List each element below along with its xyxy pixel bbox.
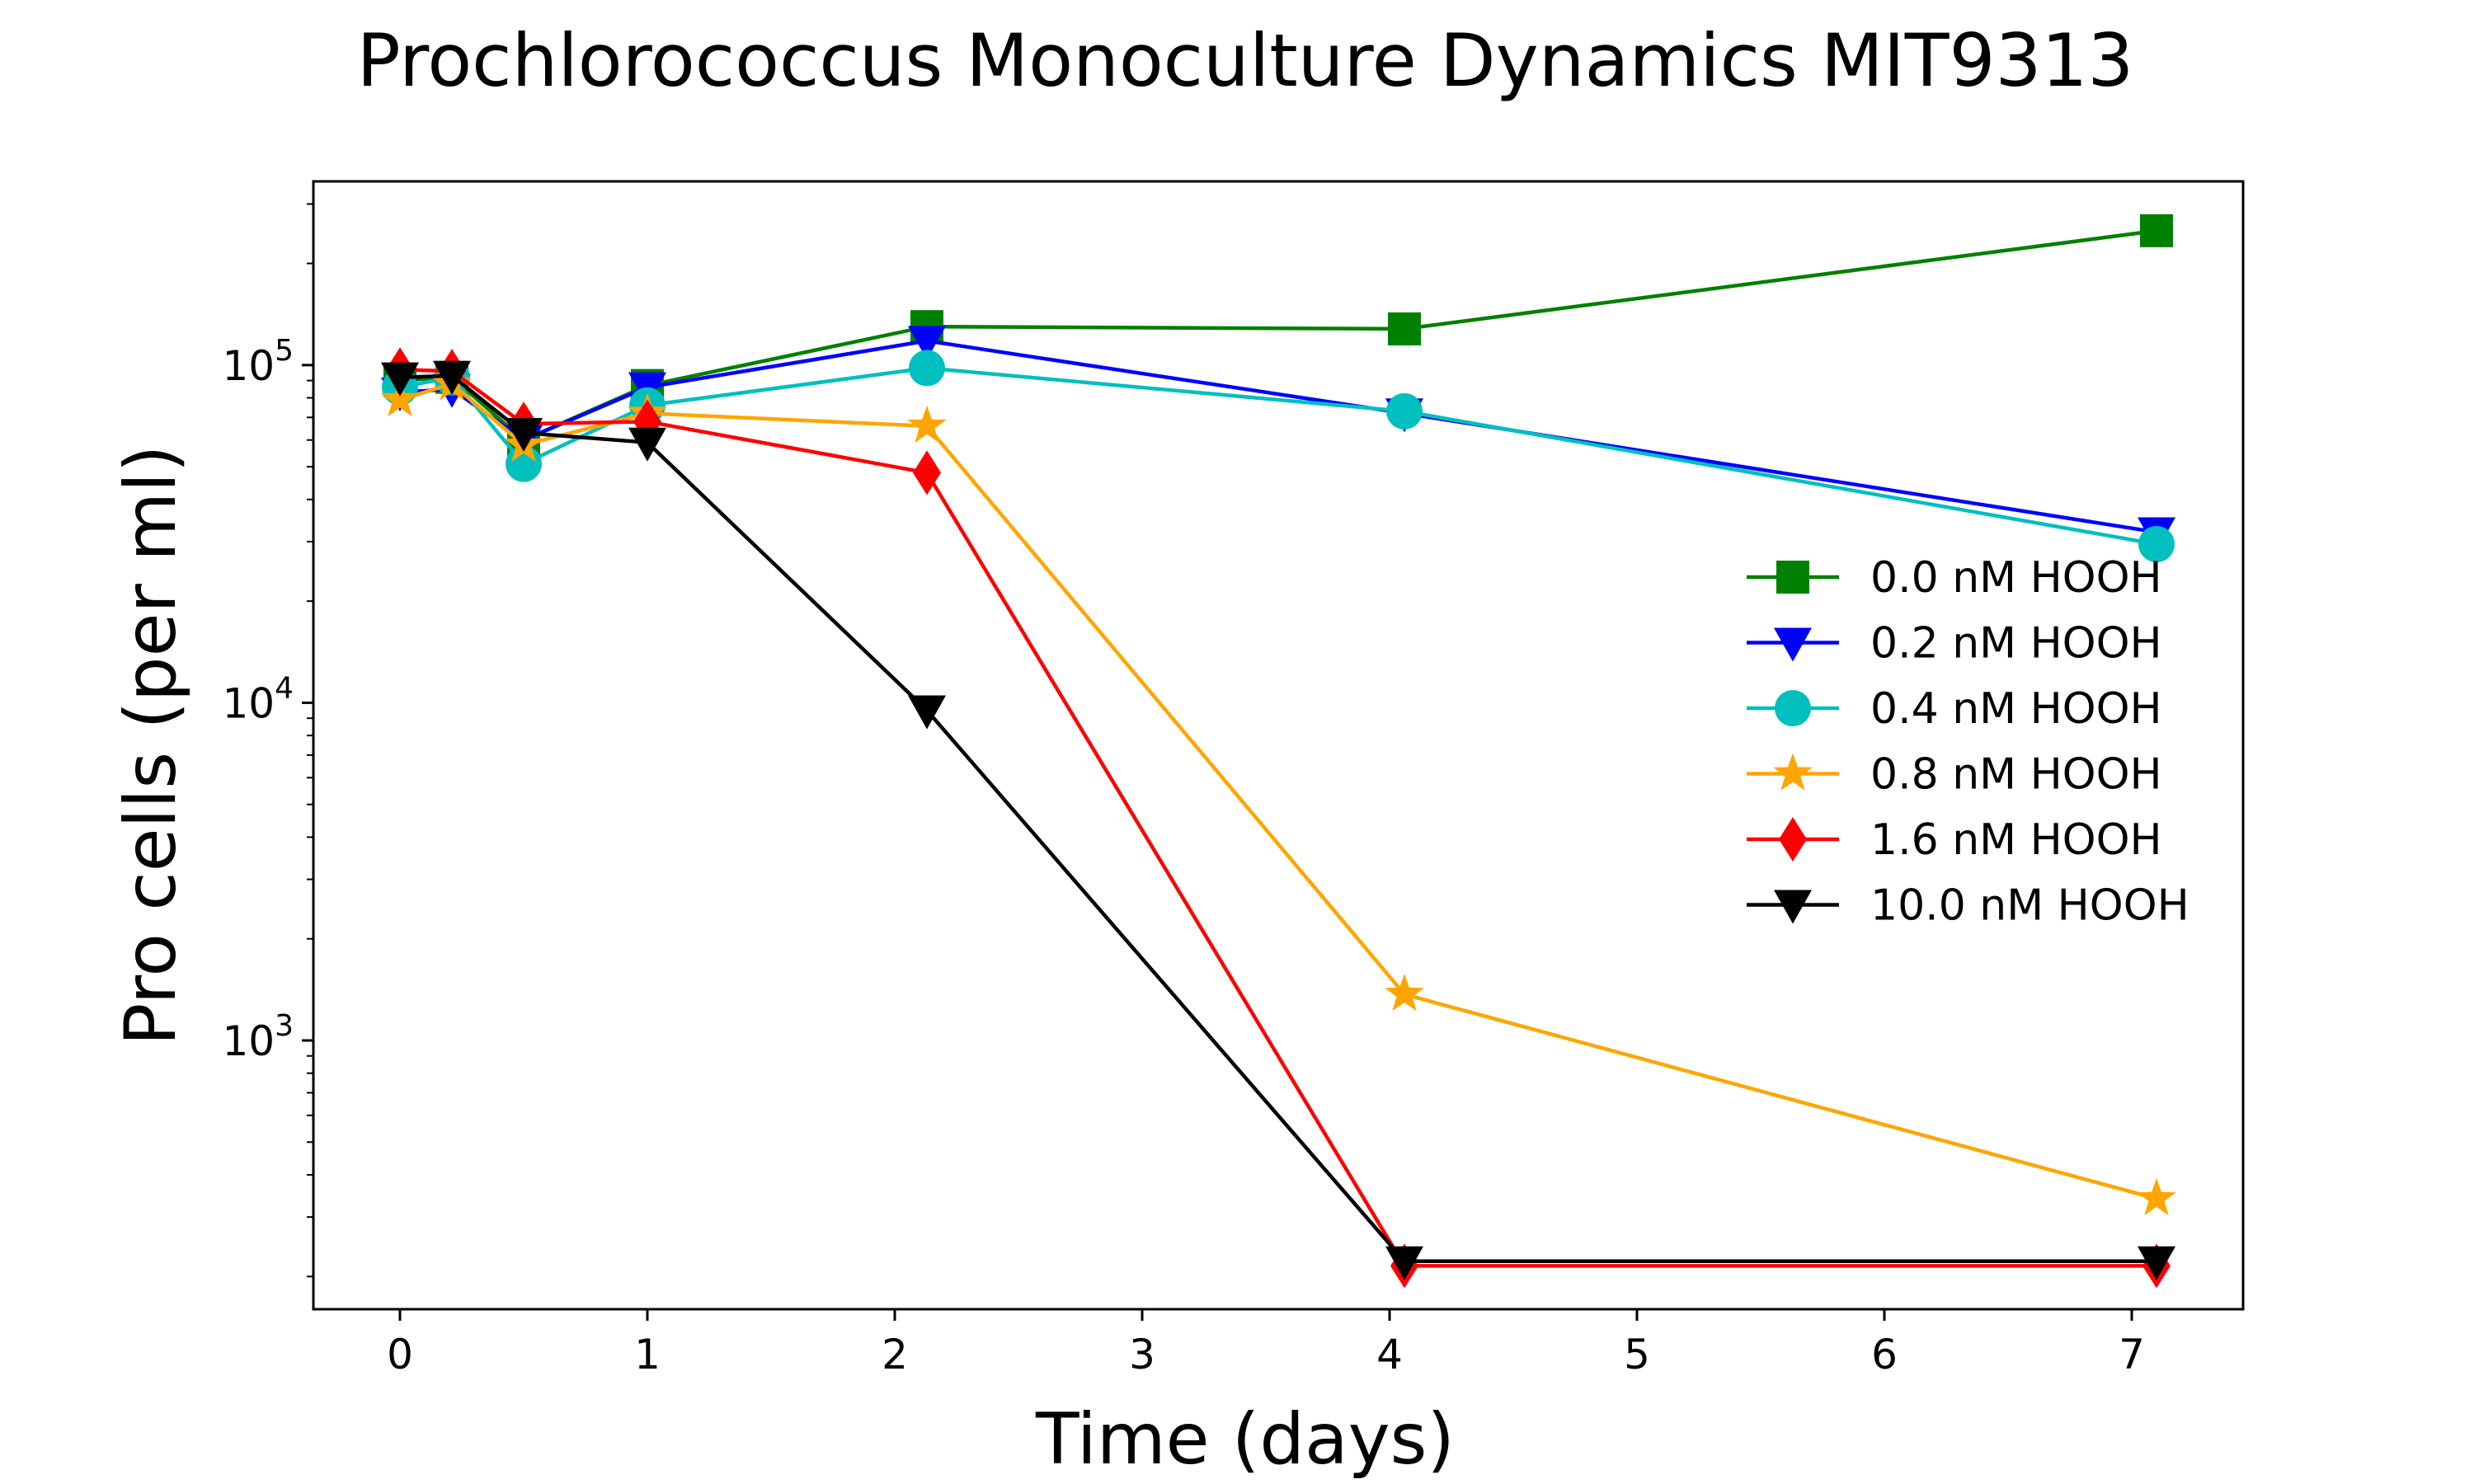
- data-point: [2138, 525, 2175, 562]
- data-point: [1386, 392, 1423, 430]
- legend-marker: [1775, 690, 1811, 726]
- data-point: [908, 326, 946, 360]
- legend-label: 0.2 nM HOOH: [1870, 619, 2162, 669]
- y-axis: 103 104 105: [222, 203, 313, 1278]
- chart-title: Prochlorococcus Monoculture Dynamics MIT…: [357, 18, 2134, 103]
- plot-area: [380, 214, 2176, 1289]
- legend-label: 0.0 nM HOOH: [1870, 553, 2162, 603]
- data-point: [2137, 1177, 2176, 1216]
- legend-item: 0.4 nM HOOH: [1747, 684, 2162, 734]
- x-tick-label: 4: [1376, 1331, 1403, 1378]
- legend-marker: [1773, 753, 1813, 791]
- x-tick-label: 6: [1871, 1331, 1898, 1378]
- x-tick-label: 5: [1624, 1331, 1650, 1378]
- data-point: [909, 350, 945, 387]
- legend-marker: [1774, 627, 1812, 662]
- legend-item: 0.2 nM HOOH: [1747, 619, 2162, 669]
- data-point: [1385, 974, 1424, 1012]
- legend-marker: [1776, 561, 1809, 594]
- series-5: [381, 360, 2175, 1280]
- legend-label: 0.8 nM HOOH: [1870, 750, 2162, 800]
- data-point: [505, 418, 543, 453]
- data-point: [433, 360, 471, 395]
- data-point: [907, 405, 947, 443]
- data-point: [628, 427, 666, 462]
- x-axis: 0 1 2 3 4 5 6 7: [387, 1309, 2145, 1378]
- x-tick-label: 7: [2119, 1331, 2145, 1378]
- y-tick-label: 103: [222, 1009, 294, 1065]
- legend-item: 10.0 nM HOOH: [1747, 881, 2189, 931]
- x-tick-label: 1: [634, 1331, 661, 1378]
- legend-label: 10.0 nM HOOH: [1870, 881, 2189, 931]
- y-tick-label: 104: [222, 671, 294, 727]
- data-point: [908, 695, 946, 730]
- data-point: [2140, 214, 2173, 247]
- legend: 0.0 nM HOOH 0.2 nM HOOH 0.4 nM HOOH 0.8 nM …: [1747, 553, 2189, 931]
- x-tick-label: 3: [1129, 1331, 1155, 1378]
- data-point: [1385, 1246, 1423, 1280]
- legend-item: 1.6 nM HOOH: [1747, 815, 2162, 865]
- legend-marker: [1774, 890, 1812, 924]
- plot-frame: [312, 180, 2245, 1311]
- data-point: [381, 362, 419, 397]
- data-point: [913, 450, 941, 495]
- data-point: [2138, 1246, 2175, 1280]
- legend-label: 1.6 nM HOOH: [1870, 815, 2162, 865]
- legend-item: 0.0 nM HOOH: [1747, 553, 2162, 603]
- legend-item: 0.8 nM HOOH: [1747, 750, 2162, 800]
- y-axis-label: Pro cells (per ml): [110, 445, 192, 1046]
- x-tick-label: 2: [882, 1331, 908, 1378]
- data-point: [1388, 312, 1421, 345]
- legend-marker: [1779, 817, 1807, 862]
- x-axis-label: Time (days): [1035, 1398, 1455, 1481]
- x-tick-label: 0: [387, 1331, 413, 1378]
- y-tick-label: 105: [222, 334, 294, 390]
- legend-label: 0.4 nM HOOH: [1870, 684, 2162, 734]
- data-point: [380, 378, 420, 416]
